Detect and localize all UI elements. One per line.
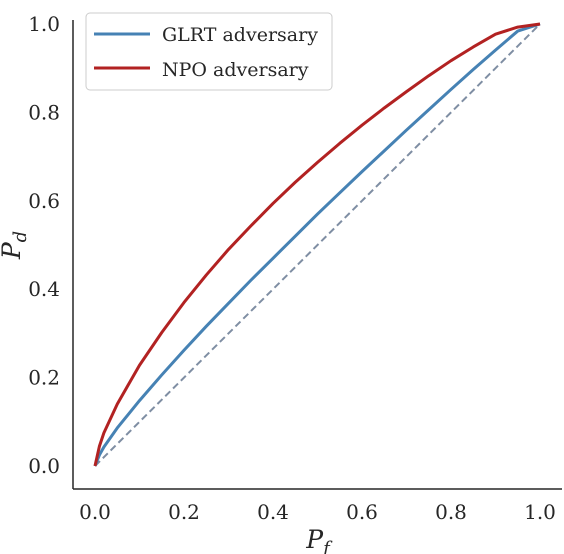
- y-axis-label-main: P: [0, 241, 26, 260]
- y-axis-label-sub: d: [10, 231, 31, 243]
- series-line-npo: [93, 22, 541, 467]
- y-tick-label: 0.2: [28, 366, 60, 390]
- legend: GLRT adversary NPO adversary: [85, 12, 333, 91]
- legend-label-npo: NPO adversary: [162, 59, 309, 81]
- legend-frame: [85, 12, 333, 91]
- legend-label-glrt: GLRT adversary: [162, 24, 318, 46]
- y-tick-label: 0.8: [28, 100, 60, 124]
- x-tick-label: 0.2: [168, 500, 200, 524]
- x-axis-label: Pf: [305, 525, 333, 554]
- series-line-glrt: [93, 22, 541, 467]
- y-tick-label: 1.0: [28, 12, 60, 36]
- x-tick-label: 0.4: [257, 500, 289, 524]
- y-tick-labels: 0.0 0.2 0.4 0.6 0.8 1.0: [28, 12, 60, 478]
- x-tick-label: 0.8: [435, 500, 467, 524]
- plot-area: [93, 22, 541, 467]
- x-axis-label-main: P: [305, 525, 324, 554]
- axes: [72, 20, 562, 490]
- y-axis-label: Pd: [0, 231, 31, 260]
- y-tick-label: 0.6: [28, 189, 60, 213]
- x-tick-label: 1.0: [524, 500, 556, 524]
- x-axis-label-sub: f: [321, 538, 333, 554]
- x-tick-label: 0.6: [346, 500, 378, 524]
- x-tick-labels: 0.0 0.2 0.4 0.6 0.8 1.0: [79, 500, 556, 524]
- y-tick-label: 0.0: [28, 454, 60, 478]
- x-tick-label: 0.0: [79, 500, 111, 524]
- reference-diagonal-line: [94, 23, 541, 467]
- y-tick-label: 0.4: [28, 277, 60, 301]
